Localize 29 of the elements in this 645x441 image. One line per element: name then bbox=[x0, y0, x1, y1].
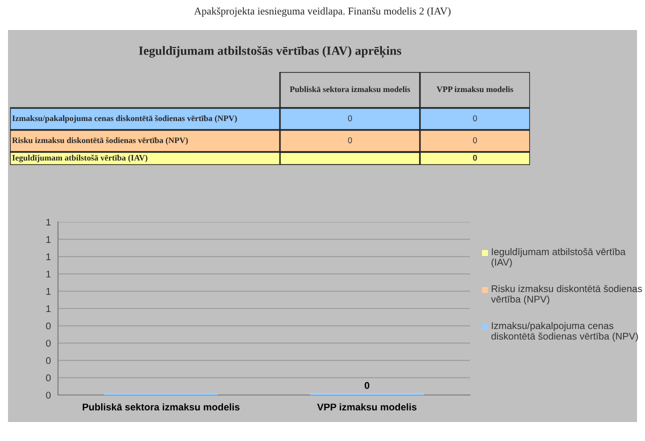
y-tick-label: 1 bbox=[46, 218, 51, 226]
y-tick-label: 0 bbox=[46, 357, 51, 364]
y-tick-label: 1 bbox=[46, 236, 51, 243]
data-label: 0 bbox=[473, 115, 477, 122]
legend-label: Risku izmaksu diskontētā šodienas vērtība (NPV) bbox=[491, 284, 642, 305]
data-label: 0 bbox=[348, 137, 352, 144]
x-tick-label: Publiskā sektora izmaksu modelis bbox=[290, 86, 410, 92]
y-tick-label: 1 bbox=[46, 253, 51, 260]
legend-label: Izmaksu/pakalpojuma cenas diskontētā šodienas vērtība (NPV) bbox=[491, 322, 638, 342]
legend-label: Ieguldījumam atbilstošā vērtība (IAV) bbox=[492, 248, 626, 268]
data-label: 0 bbox=[364, 382, 370, 389]
y-tick-label: 0 bbox=[46, 322, 51, 330]
y-tick-label: 1 bbox=[46, 305, 51, 312]
x-tick-label: VPP izmaksu modelis bbox=[436, 86, 514, 92]
x-tick-label: Publiskā sektora izmaksu modelis bbox=[82, 403, 240, 410]
y-tick-label: Izmaksu/pakalpojuma cenas diskontētā šodienas vērtība (NPV) bbox=[12, 115, 237, 123]
y-tick-label: 1 bbox=[46, 270, 51, 278]
data-label: 0 bbox=[473, 154, 477, 161]
data-label: 0 bbox=[348, 115, 352, 122]
y-tick-label: 0 bbox=[46, 374, 51, 382]
y-tick-label: 1 bbox=[46, 288, 51, 295]
y-tick-label: 0 bbox=[46, 340, 51, 347]
data-label: 0 bbox=[473, 137, 477, 144]
y-tick-label: 0 bbox=[46, 392, 51, 399]
y-tick-label: Risku izmaksu diskontētā šodienas vērtība (NPV) bbox=[12, 137, 188, 145]
chart-title: Apakšprojekta iesnieguma veidlapa. Finanšu modelis 2 (IAV) bbox=[194, 7, 451, 17]
y-tick-label: Ieguldījumam atbilstošā vērtība (IAV) bbox=[12, 154, 148, 162]
x-tick-label: VPP izmaksu modelis bbox=[317, 403, 416, 410]
chart-subtitle: Ieguldījumam atbilstošās vērtības (IAV) aprēķins bbox=[138, 46, 402, 58]
